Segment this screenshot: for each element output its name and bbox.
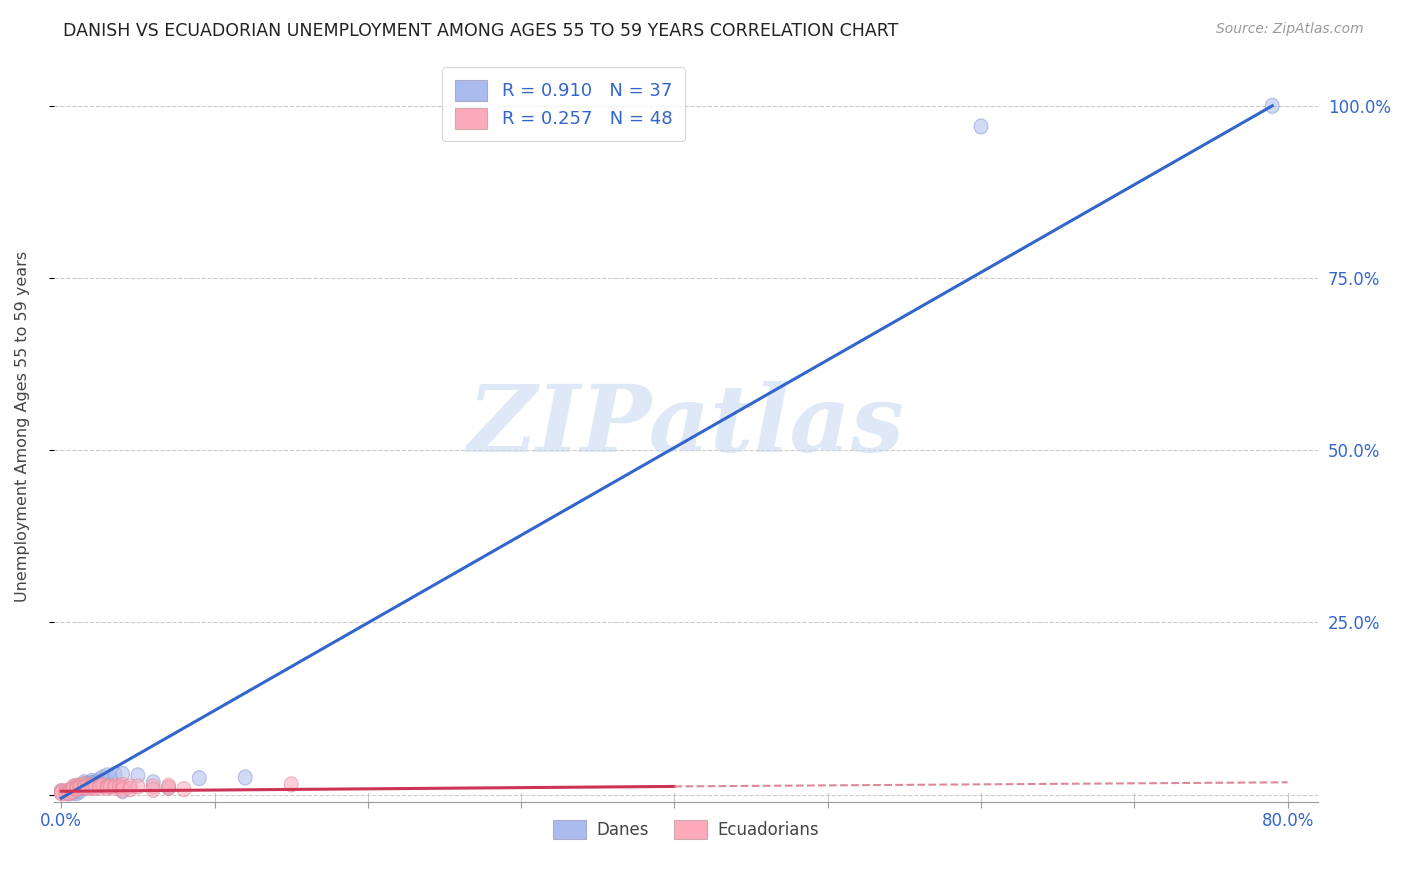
Ellipse shape <box>70 784 83 799</box>
Ellipse shape <box>62 785 76 800</box>
Ellipse shape <box>59 786 73 801</box>
Ellipse shape <box>100 773 114 789</box>
Ellipse shape <box>162 778 176 793</box>
Ellipse shape <box>55 786 67 801</box>
Ellipse shape <box>93 780 107 796</box>
Ellipse shape <box>77 780 91 796</box>
Ellipse shape <box>108 780 122 796</box>
Ellipse shape <box>104 779 117 794</box>
Ellipse shape <box>131 779 145 794</box>
Ellipse shape <box>115 766 129 781</box>
Ellipse shape <box>77 775 91 789</box>
Ellipse shape <box>55 784 67 799</box>
Ellipse shape <box>65 782 79 797</box>
Ellipse shape <box>93 772 107 787</box>
Ellipse shape <box>974 119 988 134</box>
Ellipse shape <box>146 775 160 789</box>
Ellipse shape <box>115 780 129 796</box>
Ellipse shape <box>96 770 110 785</box>
Ellipse shape <box>75 779 89 794</box>
Ellipse shape <box>284 777 298 792</box>
Ellipse shape <box>93 778 107 793</box>
Ellipse shape <box>84 775 98 790</box>
Ellipse shape <box>62 784 76 799</box>
Ellipse shape <box>131 768 145 783</box>
Ellipse shape <box>62 786 76 801</box>
Ellipse shape <box>66 780 80 796</box>
Ellipse shape <box>96 778 110 793</box>
Ellipse shape <box>100 768 114 783</box>
Ellipse shape <box>77 779 91 794</box>
Ellipse shape <box>146 782 160 797</box>
Ellipse shape <box>89 775 101 789</box>
Ellipse shape <box>1265 98 1279 113</box>
Ellipse shape <box>70 780 83 796</box>
Ellipse shape <box>84 780 98 796</box>
Ellipse shape <box>66 785 80 800</box>
Ellipse shape <box>104 770 117 785</box>
Ellipse shape <box>93 775 107 789</box>
Ellipse shape <box>70 778 83 793</box>
Ellipse shape <box>84 778 98 793</box>
Ellipse shape <box>124 779 138 794</box>
Ellipse shape <box>77 777 91 792</box>
Ellipse shape <box>73 780 87 796</box>
Ellipse shape <box>62 783 76 798</box>
Text: DANISH VS ECUADORIAN UNEMPLOYMENT AMONG AGES 55 TO 59 YEARS CORRELATION CHART: DANISH VS ECUADORIAN UNEMPLOYMENT AMONG … <box>63 22 898 40</box>
Text: Source: ZipAtlas.com: Source: ZipAtlas.com <box>1216 22 1364 37</box>
Ellipse shape <box>82 776 96 791</box>
Ellipse shape <box>73 784 87 799</box>
Ellipse shape <box>193 771 207 786</box>
Ellipse shape <box>77 780 91 796</box>
Ellipse shape <box>177 781 191 797</box>
Ellipse shape <box>162 780 176 796</box>
Ellipse shape <box>115 782 129 797</box>
Ellipse shape <box>84 779 98 794</box>
Ellipse shape <box>162 780 176 796</box>
Ellipse shape <box>62 786 76 801</box>
Ellipse shape <box>65 784 79 799</box>
Ellipse shape <box>89 777 101 792</box>
Ellipse shape <box>70 781 83 797</box>
Ellipse shape <box>108 766 122 781</box>
Ellipse shape <box>73 778 87 793</box>
Ellipse shape <box>239 770 252 785</box>
Ellipse shape <box>55 784 67 799</box>
Ellipse shape <box>100 780 114 796</box>
Ellipse shape <box>84 773 98 789</box>
Ellipse shape <box>96 773 110 789</box>
Ellipse shape <box>115 778 129 793</box>
Ellipse shape <box>65 782 79 797</box>
Ellipse shape <box>59 784 73 799</box>
Ellipse shape <box>115 784 129 799</box>
Ellipse shape <box>89 780 101 796</box>
Ellipse shape <box>73 779 87 794</box>
Ellipse shape <box>100 779 114 794</box>
Ellipse shape <box>146 779 160 794</box>
Ellipse shape <box>77 777 91 792</box>
Legend: Danes, Ecuadorians: Danes, Ecuadorians <box>547 814 825 846</box>
Ellipse shape <box>66 779 80 794</box>
Ellipse shape <box>112 779 127 794</box>
Ellipse shape <box>80 780 94 796</box>
Ellipse shape <box>82 779 96 794</box>
Ellipse shape <box>108 778 122 793</box>
Y-axis label: Unemployment Among Ages 55 to 59 years: Unemployment Among Ages 55 to 59 years <box>15 251 30 602</box>
Text: ZIPatlas: ZIPatlas <box>467 381 904 471</box>
Ellipse shape <box>84 778 98 793</box>
Ellipse shape <box>80 778 94 793</box>
Ellipse shape <box>55 785 67 800</box>
Ellipse shape <box>70 786 83 801</box>
Ellipse shape <box>70 781 83 797</box>
Ellipse shape <box>124 781 138 797</box>
Ellipse shape <box>89 778 101 793</box>
